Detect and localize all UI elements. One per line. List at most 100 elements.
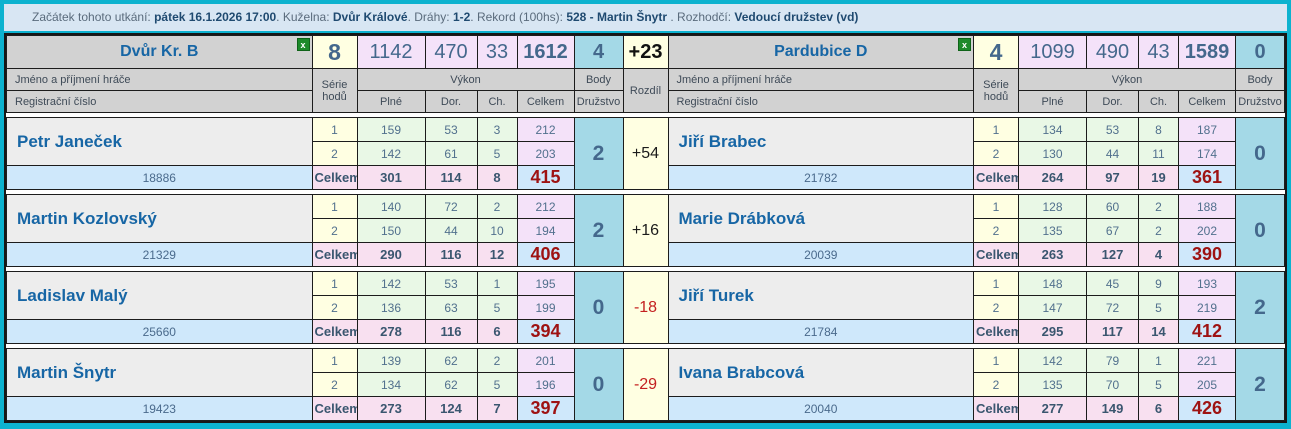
ch-value: 5: [476, 372, 518, 397]
player-name-cell[interactable]: Petr Janeček: [6, 117, 313, 166]
plne-value: 130: [1018, 141, 1087, 166]
scoreboard-header: Dvůr Kr. B x 8 1142 470 33 1612 4 +23 Pa…: [6, 35, 1285, 113]
ch-value: 5: [476, 295, 518, 320]
plne-value: 142: [356, 271, 426, 296]
grand-total: 412: [1178, 319, 1236, 344]
player-name-cell[interactable]: Martin Šnytr: [6, 348, 313, 397]
info-text: Začátek tohoto utkání:: [32, 10, 155, 24]
total-row-label: Celkem: [311, 242, 358, 267]
body-points: 2: [1235, 348, 1285, 421]
total-ch: 8: [476, 165, 518, 190]
celkem-value: 219: [1178, 295, 1236, 320]
grand-total: 390: [1178, 242, 1236, 267]
rozdil-value: +54: [622, 117, 669, 190]
total-dor: 149: [1086, 396, 1139, 421]
body-points: 0: [1235, 117, 1285, 190]
info-text: . Kuželna:: [276, 10, 333, 24]
player-name: Ivana Brabcová: [678, 362, 805, 382]
team-ch-left: 33: [476, 35, 518, 69]
ch-value: 3: [476, 117, 518, 142]
team-score-right: 4: [973, 35, 1019, 69]
header-series-line1: Série: [983, 78, 1009, 91]
header-series-line2: hodů: [322, 90, 347, 103]
dor-value: 67: [1086, 218, 1139, 243]
total-row-label: Celkem: [973, 396, 1019, 421]
player-name-cell[interactable]: Ladislav Malý: [6, 271, 313, 320]
header-rozdil: Rozdíl: [622, 68, 669, 113]
header-series: Série hodů: [311, 68, 358, 113]
series-number: 2: [311, 372, 358, 397]
total-plne: 263: [1018, 242, 1087, 267]
ch-value: 9: [1138, 271, 1179, 296]
team-celkem-right: 1589: [1178, 35, 1236, 69]
team-body-left: 4: [573, 35, 624, 69]
header-celkem: Celkem: [1178, 90, 1236, 113]
player-name-cell[interactable]: Martin Kozlovský: [6, 194, 313, 243]
ch-value: 2: [1138, 194, 1179, 219]
player-name-cell[interactable]: Jiří Turek: [667, 271, 974, 320]
celkem-value: 203: [516, 141, 575, 166]
registration-number: 20039: [667, 242, 974, 267]
body-points: 2: [573, 194, 624, 267]
header-performance: Výkon: [1018, 68, 1236, 91]
grand-total: 361: [1178, 165, 1236, 190]
team-name-cell-right[interactable]: Pardubice D x: [667, 35, 974, 69]
player-name-cell[interactable]: Marie Drábková: [667, 194, 974, 243]
player-name-cell[interactable]: Ivana Brabcová: [667, 348, 974, 397]
dor-value: 44: [1086, 141, 1139, 166]
team-name-cell-left[interactable]: Dvůr Kr. B x: [6, 35, 313, 69]
excel-export-icon[interactable]: x: [958, 38, 971, 51]
block-gap: [6, 343, 1285, 349]
total-plne: 277: [1018, 396, 1087, 421]
team-dor-left: 470: [424, 35, 478, 69]
team-name-right: Pardubice D: [774, 43, 868, 60]
player-name-cell[interactable]: Jiří Brabec: [667, 117, 974, 166]
block-gap: [6, 266, 1285, 272]
celkem-value: 188: [1178, 194, 1236, 219]
lanes-value: 1-2: [452, 10, 471, 24]
dor-value: 53: [424, 117, 478, 142]
body-points: 0: [573, 348, 624, 421]
grand-total: 397: [516, 396, 575, 421]
dor-value: 79: [1086, 348, 1139, 373]
player-name: Jiří Turek: [678, 285, 754, 305]
registration-number: 25660: [6, 319, 313, 344]
total-ch: 6: [476, 319, 518, 344]
plne-value: 134: [356, 372, 426, 397]
total-row-label: Celkem: [311, 319, 358, 344]
ch-value: 1: [476, 271, 518, 296]
celkem-value: 196: [516, 372, 575, 397]
total-plne: 301: [356, 165, 426, 190]
total-plne: 295: [1018, 319, 1087, 344]
total-dor: 127: [1086, 242, 1139, 267]
header-performance: Výkon: [356, 68, 575, 91]
team-ch-right: 43: [1138, 35, 1179, 69]
total-ch: 19: [1138, 165, 1179, 190]
plne-value: 140: [356, 194, 426, 219]
header-body: Body: [1235, 68, 1285, 91]
series-number: 2: [973, 295, 1019, 320]
player-name: Marie Drábková: [678, 208, 806, 228]
excel-export-icon[interactable]: x: [296, 38, 310, 51]
registration-number: 18886: [6, 165, 313, 190]
total-dor: 116: [424, 242, 478, 267]
info-text: . Rozhodčí:: [667, 10, 735, 24]
plne-value: 134: [1018, 117, 1087, 142]
total-row-label: Celkem: [973, 319, 1019, 344]
total-ch: 14: [1138, 319, 1179, 344]
plne-value: 136: [356, 295, 426, 320]
grand-total: 415: [516, 165, 575, 190]
team-dor-right: 490: [1086, 35, 1139, 69]
series-number: 2: [311, 218, 358, 243]
venue-name: Dvůr Králové: [332, 10, 408, 24]
dor-value: 62: [424, 372, 478, 397]
celkem-value: 174: [1178, 141, 1236, 166]
plne-value: 147: [1018, 295, 1087, 320]
player-name: Martin Šnytr: [17, 362, 117, 382]
total-row-label: Celkem: [311, 165, 358, 190]
total-row-label: Celkem: [311, 396, 358, 421]
dor-value: 61: [424, 141, 478, 166]
plne-value: 139: [356, 348, 426, 373]
celkem-value: 187: [1178, 117, 1236, 142]
header-series: Série hodů: [973, 68, 1019, 113]
